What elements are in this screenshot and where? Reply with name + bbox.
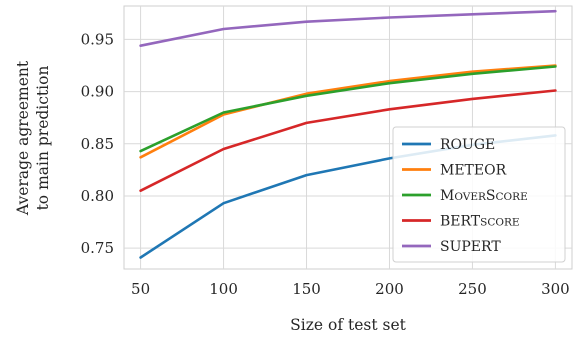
legend-label: MOVERSCORE: [440, 188, 528, 204]
legend-box: [392, 126, 566, 263]
legend-label-part: SUPERT: [440, 239, 501, 255]
series-line-supert: [139, 9, 557, 48]
y-tick-label: 0.75: [81, 239, 114, 257]
y-tick-label: 0.80: [81, 187, 114, 205]
x-tick-label: 100: [209, 280, 238, 298]
y-tick-label: 0.85: [81, 135, 114, 153]
y-tick-label: 0.90: [81, 83, 114, 101]
x-tick-label: 250: [458, 280, 487, 298]
y-tick-label: 0.95: [81, 30, 114, 48]
x-axis-label: Size of test set: [290, 316, 406, 334]
x-tick-label: 200: [375, 280, 404, 298]
x-tick-label: 150: [292, 280, 321, 298]
y-axis-label: Average agreement to main prediction: [14, 60, 52, 216]
legend-label-part: OVER: [454, 191, 487, 203]
series-line-bertscore: [139, 89, 557, 192]
y-axis-ticks: 0.75 0.80 0.85 0.90 0.95: [81, 30, 114, 257]
legend-label: SUPERT: [440, 239, 501, 255]
legend-label-part: S: [486, 188, 496, 204]
series-line-moverscore: [139, 65, 557, 153]
series-line-meteor: [139, 64, 557, 159]
legend-label-part: M: [440, 188, 454, 204]
legend-label-part: BERT: [440, 214, 481, 230]
y-axis-label-line-2: to main prediction: [34, 66, 52, 211]
legend-label-part: METEOR: [440, 163, 507, 179]
y-axis-label-line-1: Average agreement: [14, 60, 32, 216]
x-tick-label: 300: [541, 280, 570, 298]
legend-label-part: ROUGE: [440, 137, 495, 153]
legend-label-part: SCORE: [480, 217, 519, 229]
x-tick-label: 50: [131, 280, 150, 298]
legend-label: ROUGE: [440, 137, 495, 153]
x-axis-ticks: 50 100 150 200 250 300: [131, 280, 570, 298]
legend-label-part: CORE: [496, 191, 528, 203]
legend-label: BERTSCORE: [440, 214, 520, 230]
legend-label: METEOR: [440, 163, 507, 179]
